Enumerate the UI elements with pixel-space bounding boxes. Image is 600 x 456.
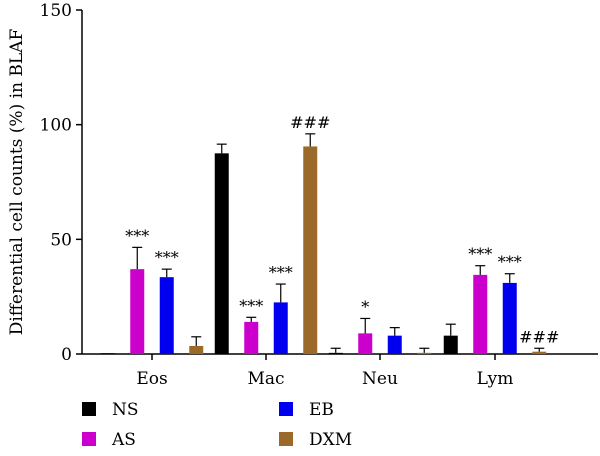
y-tick-label: 150: [40, 1, 72, 21]
y-tick-label: 50: [50, 230, 72, 250]
bar-dxm-eos: [189, 345, 204, 354]
significance-eb-lym: ***: [498, 253, 522, 272]
significance-as-eos: ***: [125, 226, 149, 245]
bar-eb-eos: [159, 277, 174, 354]
axes: [76, 9, 598, 360]
x-tick-label-eos: Eos: [136, 369, 167, 389]
significance-as-lym: ***: [468, 245, 492, 264]
x-tick-label-mac: Mac: [247, 369, 284, 389]
significance-eb-eos: ***: [155, 248, 179, 267]
legend-swatch-dxm: [279, 432, 293, 446]
bar-ns-neu: [328, 352, 343, 354]
bar-eb-mac: [273, 302, 288, 354]
legend: NS AS EB DXM: [82, 400, 352, 450]
bar-ns-eos: [100, 353, 115, 354]
legend-swatch-eb: [279, 402, 293, 416]
y-tick-label: 100: [40, 116, 72, 136]
bar-eb-neu: [387, 335, 402, 354]
legend-label-dxm: DXM: [309, 430, 352, 450]
bar-dxm-mac: [303, 146, 318, 354]
x-tick-label-neu: Neu: [362, 369, 398, 389]
significance-as-neu: *: [361, 297, 369, 316]
bar-dxm-neu: [417, 352, 432, 354]
y-axis-label: Differential cell counts (%) in BLAF: [7, 29, 27, 336]
bar-ns-lym: [443, 335, 458, 354]
bar-as-lym: [473, 274, 488, 354]
significance-as-mac: ***: [239, 296, 263, 315]
bar-ns-mac: [214, 153, 229, 354]
x-tick-label-lym: Lym: [477, 369, 514, 389]
bar-as-neu: [358, 333, 373, 354]
significance-dxm-lym: ###: [519, 327, 559, 346]
significance-eb-mac: ***: [269, 263, 293, 282]
bar-as-eos: [130, 269, 145, 354]
y-tick-label: 0: [61, 345, 72, 365]
bar-as-mac: [244, 321, 259, 354]
bars: [100, 133, 547, 354]
legend-label-ns: NS: [112, 400, 139, 420]
legend-label-as: AS: [111, 430, 136, 450]
legend-label-eb: EB: [309, 400, 334, 420]
significance-dxm-mac: ###: [290, 113, 330, 132]
legend-swatch-ns: [82, 402, 96, 416]
bar-dxm-lym: [532, 351, 547, 354]
legend-swatch-as: [82, 432, 96, 446]
labels: 0 50 100 150 Differential cell counts (%) in…: [7, 1, 559, 389]
bar-eb-lym: [502, 282, 517, 354]
